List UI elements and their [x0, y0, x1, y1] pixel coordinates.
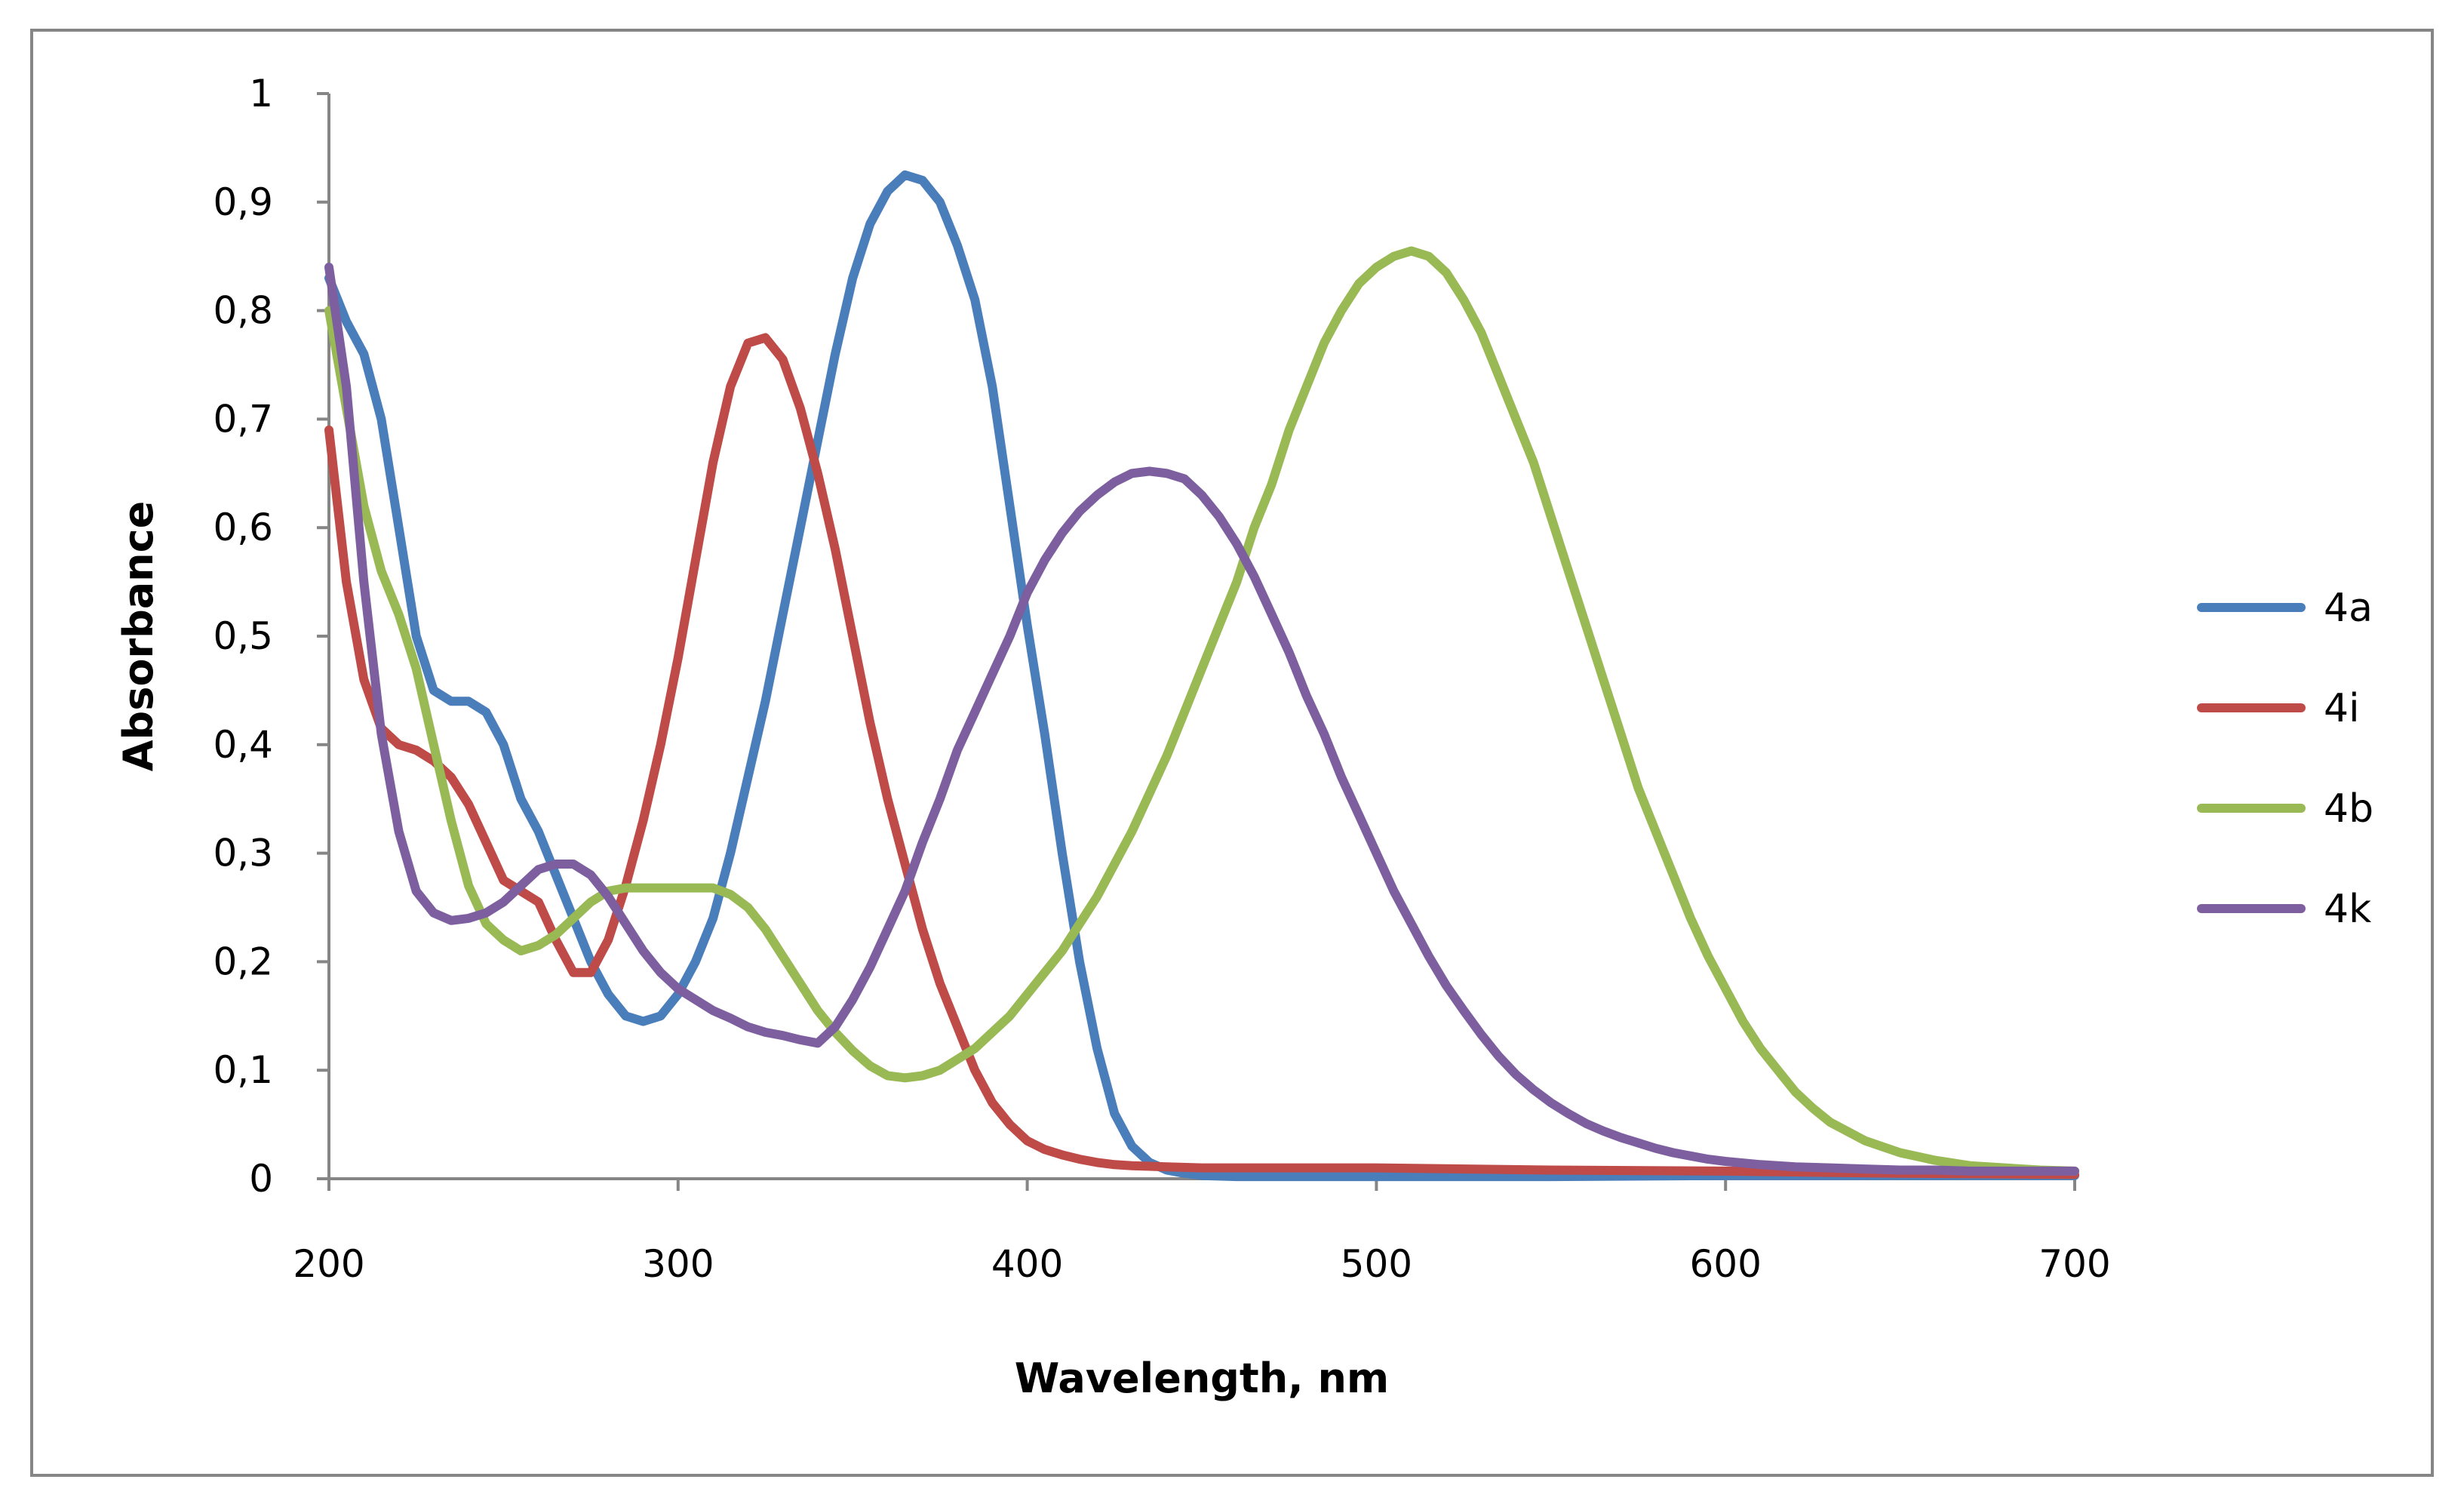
y-tick-label: 0	[249, 1157, 273, 1201]
y-tick-label: 0,9	[213, 180, 273, 224]
y-tick-label: 0,1	[213, 1048, 273, 1092]
x-ticks: 200 300 400 500 600 700	[293, 1179, 2111, 1286]
x-tick-label: 500	[1341, 1242, 1412, 1286]
y-axis-title: Absorbance	[115, 501, 162, 772]
x-tick-label: 200	[293, 1242, 364, 1286]
y-tick-label: 0,4	[213, 723, 273, 767]
y-tick-label: 1	[249, 72, 273, 115]
legend-label-4i: 4i	[2324, 686, 2360, 731]
y-tick-label: 0,5	[213, 614, 273, 658]
legend: 4a 4i 4b 4k	[2197, 586, 2373, 932]
y-tick-label: 0,7	[213, 397, 273, 441]
x-tick-label: 400	[991, 1242, 1063, 1286]
y-ticks: 0 0,1 0,2 0,3 0,4 0,5 0,6 0,7 0,8 0,9 1	[213, 72, 329, 1201]
y-tick-label: 0,6	[213, 506, 273, 549]
series-line-4k	[324, 263, 2079, 1176]
y-tick-label: 0,3	[213, 832, 273, 875]
y-tick-label: 0,8	[213, 289, 273, 333]
series-line-4i	[324, 333, 2079, 1180]
x-axis-title: Wavelength, nm	[1015, 1355, 1389, 1402]
y-tick-label: 0,2	[213, 940, 273, 983]
x-tick-label: 700	[2038, 1242, 2110, 1286]
series-line-4b	[324, 246, 2079, 1176]
legend-label-4a: 4a	[2324, 586, 2373, 631]
legend-label-4b: 4b	[2324, 786, 2373, 832]
x-tick-label: 600	[1689, 1242, 1761, 1286]
x-tick-label: 300	[642, 1242, 714, 1286]
legend-label-4k: 4k	[2324, 887, 2371, 932]
series-lines	[324, 170, 2079, 1182]
